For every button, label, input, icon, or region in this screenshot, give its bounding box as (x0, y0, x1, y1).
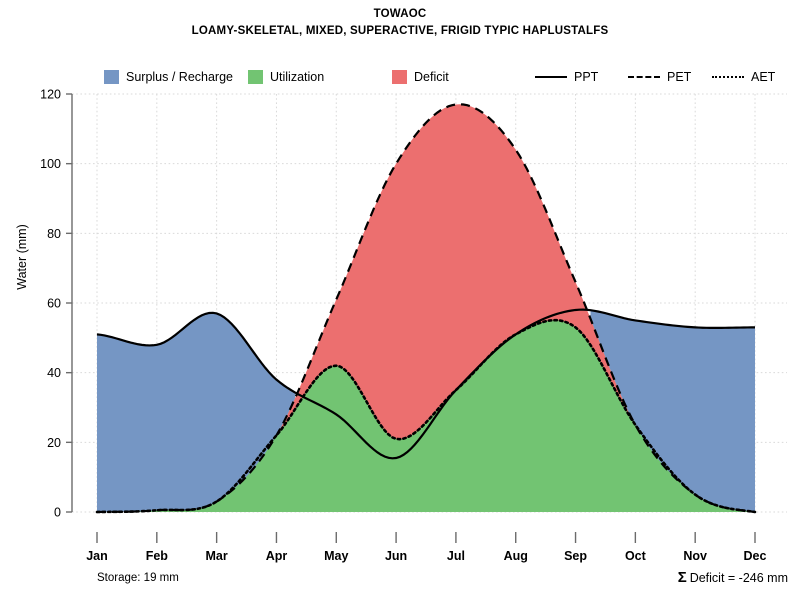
svg-text:Feb: Feb (146, 549, 169, 563)
legend-label-aet: AET (751, 70, 776, 84)
svg-text:Jun: Jun (385, 549, 407, 563)
chart-legend: Surplus / Recharge Utilization Deficit P… (0, 68, 800, 88)
svg-text:Sep: Sep (564, 549, 587, 563)
svg-text:Jul: Jul (447, 549, 465, 563)
surplus-swatch-icon (104, 70, 119, 84)
legend-item-pet[interactable]: PET (628, 68, 691, 86)
total-deficit-text: Deficit = -246 mm (689, 571, 788, 585)
svg-text:0: 0 (54, 506, 61, 520)
svg-text:100: 100 (40, 157, 61, 171)
solid-line-icon (535, 70, 567, 84)
legend-item-ppt[interactable]: PPT (535, 68, 598, 86)
svg-text:60: 60 (47, 297, 61, 311)
sigma-icon: Σ (677, 569, 687, 586)
total-deficit-annotation: Σ Deficit = -246 mm (678, 570, 788, 585)
svg-text:Aug: Aug (504, 549, 528, 563)
svg-text:80: 80 (47, 227, 61, 241)
legend-item-aet[interactable]: AET (712, 68, 775, 86)
page-title: TOWAOC (373, 8, 427, 20)
svg-text:Oct: Oct (625, 549, 647, 563)
svg-text:May: May (324, 549, 348, 563)
svg-text:Jan: Jan (86, 549, 108, 563)
legend-label-pet: PET (667, 70, 692, 84)
chart-title-block: TOWAOC LOAMY-SKELETAL, MIXED, SUPERACTIV… (0, 6, 800, 39)
dashed-line-icon (628, 70, 660, 84)
page-subtitle: LOAMY-SKELETAL, MIXED, SUPERACTIVE, FRIG… (191, 24, 609, 37)
legend-label-utilization: Utilization (270, 70, 325, 84)
svg-text:40: 40 (47, 366, 61, 380)
svg-text:120: 120 (40, 88, 61, 102)
utilization-swatch-icon (248, 70, 263, 84)
svg-text:Mar: Mar (206, 549, 228, 563)
svg-text:20: 20 (47, 436, 61, 450)
legend-label-deficit: Deficit (414, 70, 449, 84)
svg-text:Apr: Apr (266, 549, 288, 563)
storage-annotation: Storage: 19 mm (97, 572, 179, 584)
svg-text:Dec: Dec (744, 549, 767, 563)
legend-label-ppt: PPT (574, 70, 599, 84)
legend-label-surplus: Surplus / Recharge (126, 70, 234, 84)
legend-item-deficit[interactable]: Deficit (392, 68, 449, 86)
legend-item-surplus[interactable]: Surplus / Recharge (104, 68, 233, 86)
svg-text:Nov: Nov (683, 549, 707, 563)
dotted-line-icon (712, 70, 744, 84)
legend-item-utilization[interactable]: Utilization (248, 68, 324, 86)
deficit-swatch-icon (392, 70, 407, 84)
